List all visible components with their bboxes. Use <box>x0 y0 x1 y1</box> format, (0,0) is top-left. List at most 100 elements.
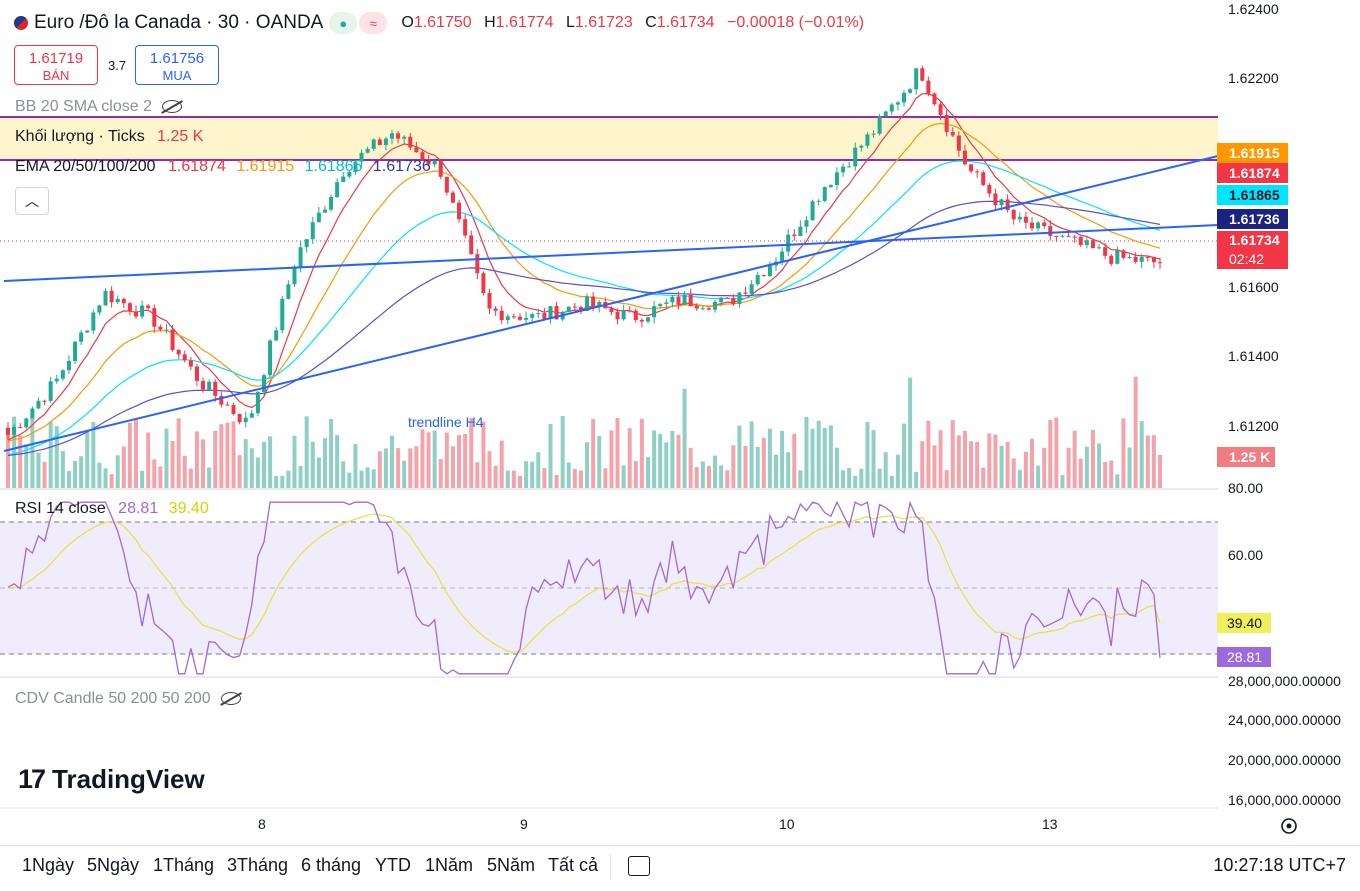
cdv-axis-label: 28,000,000.00000 <box>1228 673 1341 689</box>
market-open-icon[interactable]: ● <box>329 12 358 34</box>
volume-bar <box>713 455 718 488</box>
volume-bar <box>1066 447 1071 488</box>
candle <box>920 68 925 81</box>
volume-legend[interactable]: Khối lượng · Ticks 1.25 K <box>15 128 204 145</box>
range-5y[interactable]: 5Năm <box>487 855 536 875</box>
candle <box>956 135 961 151</box>
volume-bar <box>36 452 41 488</box>
trendline-h4[interactable] <box>3 155 1219 452</box>
candle <box>66 360 71 371</box>
range-1y[interactable]: 1Năm <box>425 855 474 875</box>
volume-bar <box>658 433 663 488</box>
ema-50-line <box>7 122 1161 442</box>
candle <box>268 340 273 376</box>
clock[interactable]: 10:27:18 UTC+7 <box>1213 855 1346 875</box>
candle <box>505 316 510 321</box>
volume-bar <box>176 418 181 488</box>
hidden-eye-icon[interactable] <box>220 692 241 706</box>
range-3m[interactable]: 3Tháng <box>227 855 289 875</box>
volume-bar <box>292 435 297 488</box>
range-1m[interactable]: 1Tháng <box>153 855 215 875</box>
resistance-zone[interactable] <box>0 117 1218 160</box>
volume-bar <box>463 433 468 488</box>
candle <box>438 160 443 177</box>
buy-button[interactable]: 1.61756 MUA <box>135 45 219 85</box>
sell-price: 1.61719 <box>28 50 84 67</box>
candle <box>652 306 657 318</box>
volume-bar <box>719 465 724 488</box>
candle <box>457 202 462 220</box>
range-5d[interactable]: 5Ngày <box>87 855 140 875</box>
bb-legend[interactable]: BB 20 SMA close 2 <box>15 98 182 116</box>
volume-bar <box>298 465 303 488</box>
volume-bar <box>499 440 504 488</box>
candle <box>219 395 224 405</box>
cdv-axis-label: 16,000,000.00000 <box>1228 792 1341 808</box>
volume-bar <box>310 441 315 488</box>
candle <box>938 104 943 116</box>
candle <box>463 219 468 236</box>
range-ytd[interactable]: YTD <box>375 855 411 875</box>
volume-badge: 1.25 K <box>1217 447 1275 467</box>
volume-bar <box>822 428 827 488</box>
ema-legend[interactable]: EMA 20/50/100/200 1.61874 1.61915 1.6186… <box>15 158 431 175</box>
volume-bars <box>6 376 1162 488</box>
symbol-title[interactable]: Euro /Đô la Canada · 30 · OANDA <box>34 12 324 33</box>
cdv-legend[interactable]: CDV Candle 50 200 50 200 <box>15 690 241 708</box>
volume-bar <box>225 422 230 488</box>
volume-bar <box>572 468 577 488</box>
settings-gear-icon[interactable] <box>1281 818 1297 834</box>
candle <box>310 222 315 240</box>
wave-icon[interactable]: ≈ <box>359 12 388 34</box>
trendline-label[interactable]: trendline H4 <box>408 414 484 430</box>
hidden-eye-icon[interactable] <box>161 100 182 114</box>
volume-bar <box>749 421 754 488</box>
trendline-upper[interactable] <box>3 224 1219 282</box>
rsi-ma-line <box>7 513 1161 653</box>
volume-bar <box>834 447 839 488</box>
time-label: 9 <box>520 816 528 832</box>
ohlc-values: O1.61750 H1.61774 L1.61723 C1.61734 −0.0… <box>401 14 865 31</box>
price-label: 1.61200 <box>1228 418 1279 434</box>
range-6m[interactable]: 6 tháng <box>301 855 362 875</box>
candle <box>146 305 151 309</box>
candle <box>176 349 181 355</box>
candle <box>524 317 529 320</box>
volume-bar <box>493 465 498 488</box>
volume-bar <box>816 420 821 488</box>
calendar-goto-icon[interactable] <box>628 856 650 876</box>
candle <box>749 284 754 294</box>
volume-bar <box>518 475 522 488</box>
volume-bar <box>396 448 401 488</box>
volume-bar <box>767 428 772 488</box>
candle <box>30 408 35 419</box>
volume-bar <box>847 467 852 488</box>
volume-bar <box>877 468 882 488</box>
candle <box>944 115 949 132</box>
range-1d[interactable]: 1Ngày <box>22 855 75 875</box>
sell-button[interactable]: 1.61719 BÁN <box>14 45 98 85</box>
volume-bar <box>548 423 553 488</box>
candle <box>646 317 650 322</box>
volume-bar <box>377 451 382 488</box>
time-label: 8 <box>258 816 266 832</box>
volume-bar <box>444 432 449 488</box>
candle <box>621 310 626 320</box>
volume-bar <box>127 422 132 488</box>
candle <box>475 254 480 274</box>
volume-bar <box>828 425 833 488</box>
range-all[interactable]: Tất cả <box>548 855 599 875</box>
tradingview-logo[interactable]: 17 TradingView <box>18 764 205 795</box>
candle <box>1097 247 1102 249</box>
chart-canvas[interactable] <box>0 0 1360 845</box>
rsi-legend[interactable]: RSI 14 close 28.81 39.40 <box>15 500 209 517</box>
collapse-legend-button[interactable]: ︿ <box>15 187 49 215</box>
volume-bar <box>871 430 876 488</box>
volume-bar <box>347 472 352 488</box>
cdv-axis-label: 20,000,000.00000 <box>1228 752 1341 768</box>
candle <box>121 298 126 304</box>
volume-bar <box>664 442 669 488</box>
candle <box>658 304 663 307</box>
ema-lines <box>7 93 1161 457</box>
candle <box>615 312 620 320</box>
